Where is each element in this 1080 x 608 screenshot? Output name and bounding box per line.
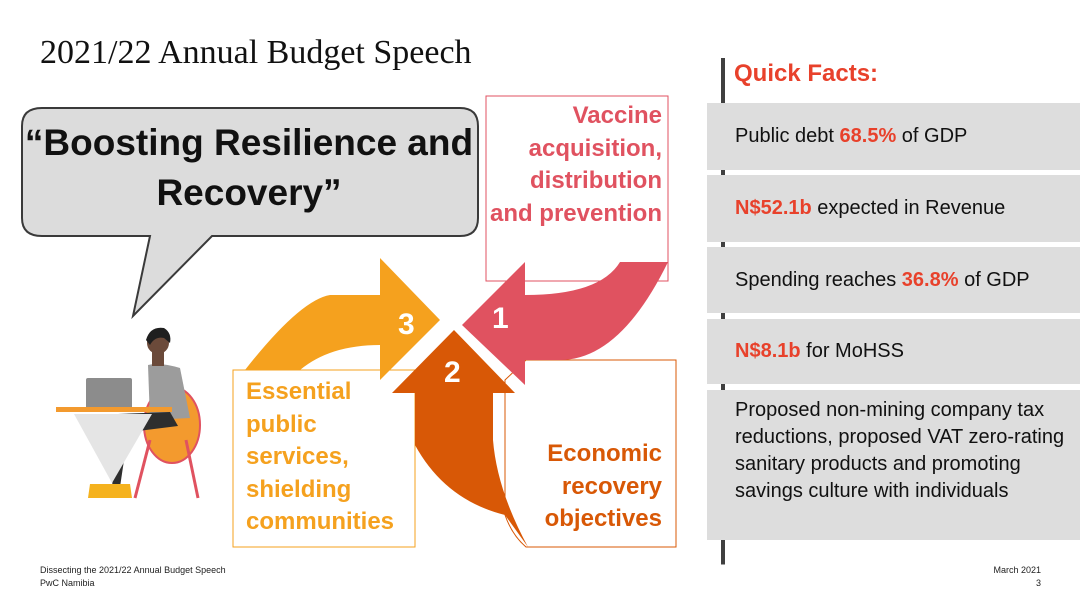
fact-text: Spending reaches 36.8% of GDP — [735, 268, 1030, 291]
quick-facts-heading: Quick Facts: — [734, 60, 879, 87]
footer-page-number: 3 — [1035, 578, 1041, 588]
speech-bubble-quote: “Boosting Resilience and Recovery” — [24, 122, 474, 213]
fact-highlight: 68.5% — [839, 125, 897, 147]
fact-mohss: N$8.1b for MoHSS — [707, 319, 1080, 384]
fact-highlight: N$52.1b — [735, 197, 812, 219]
arrow-2-economic — [392, 330, 528, 547]
fact-tax-proposals: Proposed non-mining company tax reductio… — [707, 390, 1080, 540]
footer-presentation-title: Dissecting the 2021/22 Annual Budget Spe… — [40, 565, 226, 575]
fact-text: Public debt 68.5% of GDP — [735, 125, 968, 147]
arrow-1-vaccine — [462, 262, 668, 385]
pillar-number-2: 2 — [444, 356, 461, 389]
pillar-box-vaccine — [485, 95, 669, 282]
fact-text: Proposed non-mining company tax reductio… — [735, 399, 1065, 502]
pillar-label-vaccine: Vaccine acquisition, distribution and pr… — [489, 102, 662, 227]
pillar-box-economic — [504, 359, 677, 548]
fact-spending: Spending reaches 36.8% of GDP — [707, 247, 1080, 313]
pillar-number-3: 3 — [398, 308, 415, 341]
fact-highlight: N$8.1b — [735, 340, 801, 362]
fact-revenue: N$52.1b expected in Revenue — [707, 175, 1080, 242]
fact-public-debt: Public debt 68.5% of GDP — [707, 103, 1080, 170]
speech-bubble — [21, 107, 479, 320]
footer-company: PwC Namibia — [40, 578, 95, 588]
pillar-label-economic: Economic recovery objectives — [544, 440, 662, 532]
pillar-box-essential — [232, 369, 416, 548]
pillar-label-essential: Essential public services, shielding com… — [246, 378, 395, 535]
person-at-desk-illustration — [56, 327, 201, 499]
arrow-3-essential — [245, 258, 440, 380]
slide-title: 2021/22 Annual Budget Speech — [40, 34, 472, 71]
fact-text: N$52.1b expected in Revenue — [735, 197, 1006, 219]
footer-date: March 2021 — [993, 565, 1041, 575]
fact-text: N$8.1b for MoHSS — [735, 340, 904, 362]
fact-highlight: 36.8% — [901, 268, 959, 291]
pillar-number-1: 1 — [492, 302, 509, 335]
